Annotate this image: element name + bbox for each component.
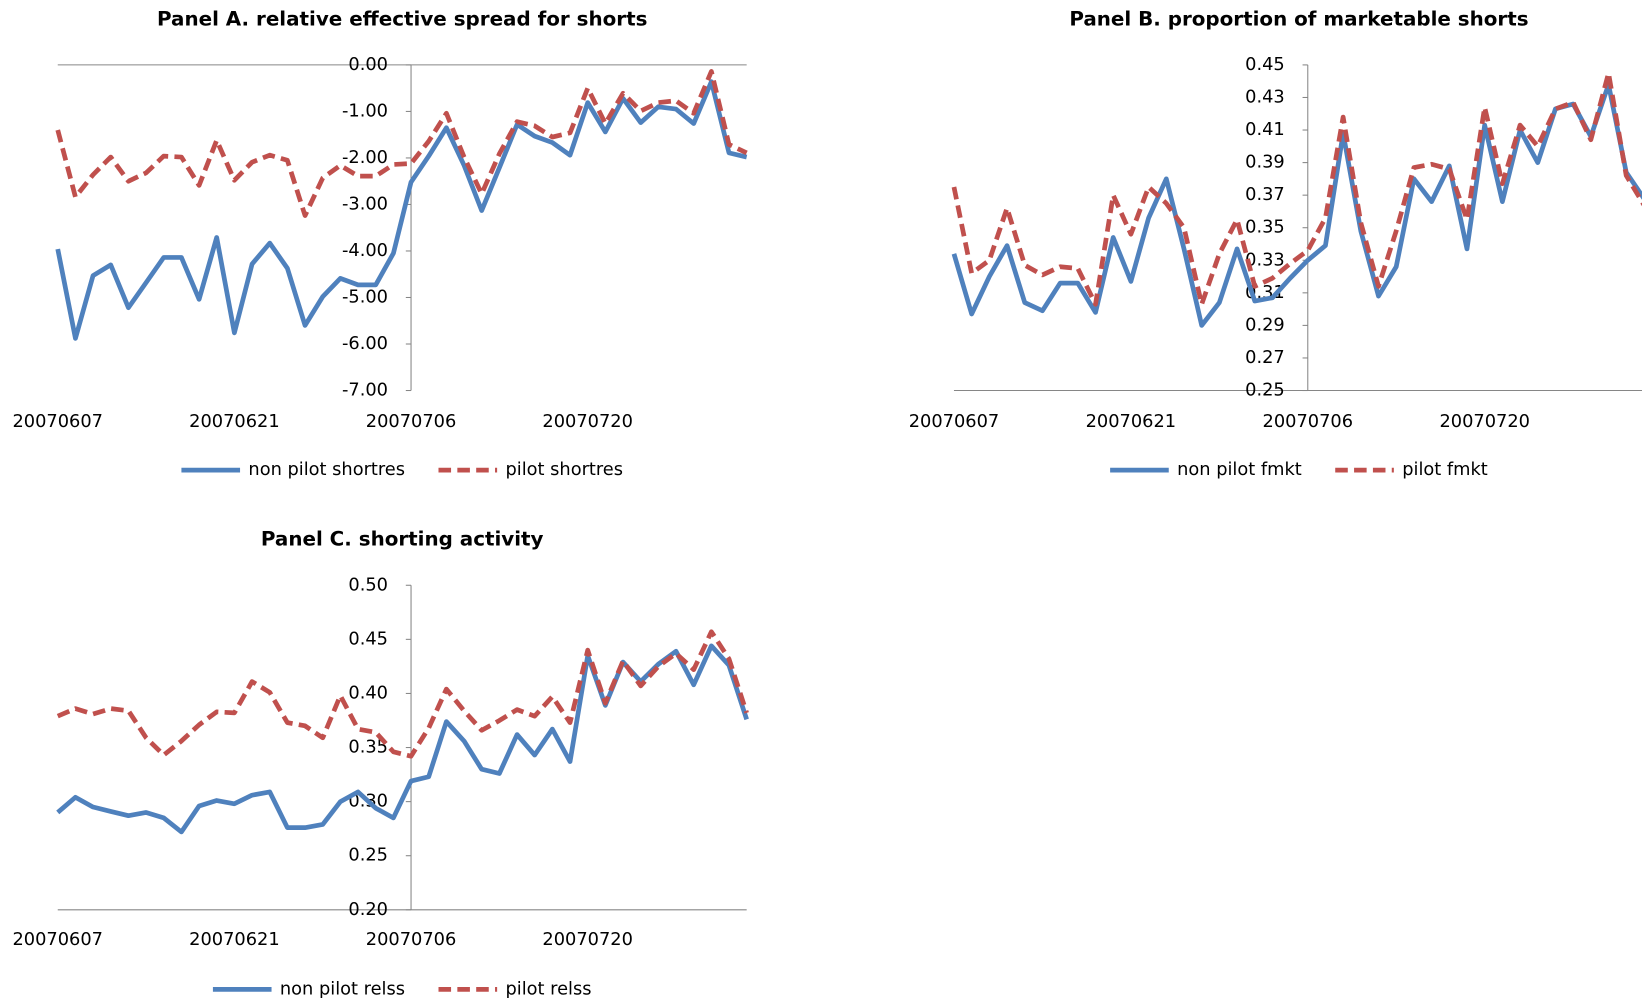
x-tick-label: 20070621 — [189, 929, 280, 950]
legend-label: pilot fmkt — [1402, 459, 1488, 480]
chart-title: Panel A. relative effective spread for s… — [157, 7, 647, 30]
x-tick-label: 20070706 — [366, 929, 457, 950]
y-tick-label: 0.20 — [348, 899, 388, 920]
x-tick-label: 20070621 — [1086, 411, 1177, 432]
series-line — [55, 69, 748, 218]
y-tick-label: 0.50 — [348, 574, 388, 595]
series-line — [951, 82, 1642, 328]
y-tick-label: -6.00 — [342, 333, 388, 354]
y-tick-label: -1.00 — [342, 100, 388, 121]
x-tick-label: 20070706 — [366, 411, 457, 432]
series-line — [55, 79, 748, 341]
legend-label: pilot relss — [506, 978, 592, 999]
y-tick-label: -4.00 — [342, 240, 388, 261]
legend-label: non pilot fmkt — [1177, 459, 1302, 480]
y-tick-label: 0.45 — [1245, 54, 1285, 75]
legend-label: pilot shortres — [505, 459, 623, 480]
chart-title: Panel C. shorting activity — [261, 528, 544, 551]
y-tick-label: 0.25 — [1245, 380, 1285, 401]
y-tick-label: 0.35 — [348, 737, 388, 758]
series-line — [951, 70, 1642, 307]
x-tick-label: 20070706 — [1263, 411, 1354, 432]
x-tick-label: 20070621 — [189, 411, 280, 432]
chart-title: Panel B. proportion of marketable shorts — [1069, 7, 1528, 30]
y-tick-label: -3.00 — [342, 193, 388, 214]
y-tick-label: 0.37 — [1245, 184, 1285, 205]
series-line — [56, 629, 749, 759]
y-tick-label: 0.27 — [1245, 347, 1285, 368]
y-tick-label: 0.43 — [1245, 86, 1285, 107]
y-tick-label: 0.40 — [348, 682, 388, 703]
y-tick-label: 0.35 — [1245, 217, 1285, 238]
y-tick-label: -2.00 — [342, 147, 388, 168]
x-tick-label: 20070607 — [12, 929, 103, 950]
y-tick-label: -7.00 — [342, 380, 388, 401]
y-tick-label: 0.33 — [1245, 249, 1285, 270]
legend-label: non pilot shortres — [248, 459, 405, 480]
y-tick-label: 0.29 — [1245, 314, 1285, 335]
x-tick-label: 20070607 — [909, 411, 1000, 432]
y-tick-label: 0.41 — [1245, 119, 1285, 140]
y-tick-label: 0.25 — [348, 845, 388, 866]
y-tick-label: 0.39 — [1245, 152, 1285, 173]
y-tick-label: 0.45 — [348, 628, 388, 649]
x-tick-label: 20070720 — [542, 411, 633, 432]
series-line — [56, 643, 749, 835]
y-tick-label: -5.00 — [342, 286, 388, 307]
x-tick-label: 20070607 — [12, 411, 103, 432]
x-tick-label: 20070720 — [542, 929, 633, 950]
legend-label: non pilot relss — [280, 978, 405, 999]
y-tick-label: 0.00 — [348, 54, 388, 75]
x-tick-label: 20070720 — [1439, 411, 1530, 432]
